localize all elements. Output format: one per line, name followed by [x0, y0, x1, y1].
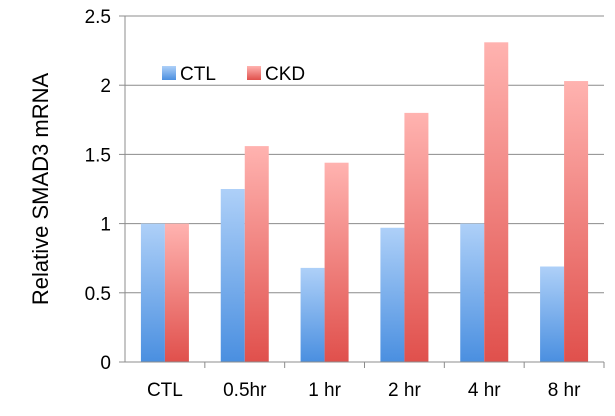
gridlines [125, 15, 604, 294]
x-tick-label: 1 hr [308, 380, 341, 401]
x-tick-label: 8 hr [548, 380, 581, 401]
x-tick-label: CTL [147, 380, 183, 401]
y-tick-label: 1 [100, 215, 111, 236]
y-axis-title: Relative SMAD3 mRNA [28, 73, 53, 306]
y-tick-label: 1.5 [85, 145, 111, 166]
axes [119, 15, 605, 368]
bar-ctl-0 [140, 223, 165, 362]
x-tick-label: 2 hr [388, 380, 421, 401]
legend-label-ctl: CTL [180, 64, 216, 85]
bar-ctl-2 [300, 267, 325, 362]
y-tick-label: 0.5 [85, 284, 111, 305]
bar-ctl-3 [380, 227, 405, 362]
bars [140, 42, 589, 363]
bar-ckd-2 [324, 162, 349, 362]
bar-ctl-4 [460, 223, 485, 362]
bar-ctl-5 [540, 266, 565, 362]
y-tick-label: 0 [100, 353, 111, 374]
bar-ckd-4 [484, 42, 509, 363]
bar-ctl-1 [220, 189, 245, 362]
legend-label-ckd: CKD [265, 64, 305, 85]
bar-ckd-5 [564, 81, 589, 362]
x-tick-label: 0.5hr [223, 380, 267, 401]
y-tick-label: 2 [100, 76, 111, 97]
legend: CTL CKD [162, 64, 305, 85]
bar-ckd-0 [164, 223, 189, 362]
x-tick-labels: CTL 0.5hr 1 hr 2 hr 4 hr 8 hr [147, 380, 581, 401]
bar-ckd-1 [244, 146, 269, 362]
legend-swatch-ctl [162, 66, 176, 80]
y-tick-label: 2.5 [85, 7, 111, 28]
x-tick-label: 4 hr [468, 380, 501, 401]
legend-swatch-ckd [247, 66, 261, 80]
y-tick-labels: 0 0.5 1 1.5 2 2.5 [85, 7, 111, 374]
bar-ckd-3 [404, 112, 429, 362]
